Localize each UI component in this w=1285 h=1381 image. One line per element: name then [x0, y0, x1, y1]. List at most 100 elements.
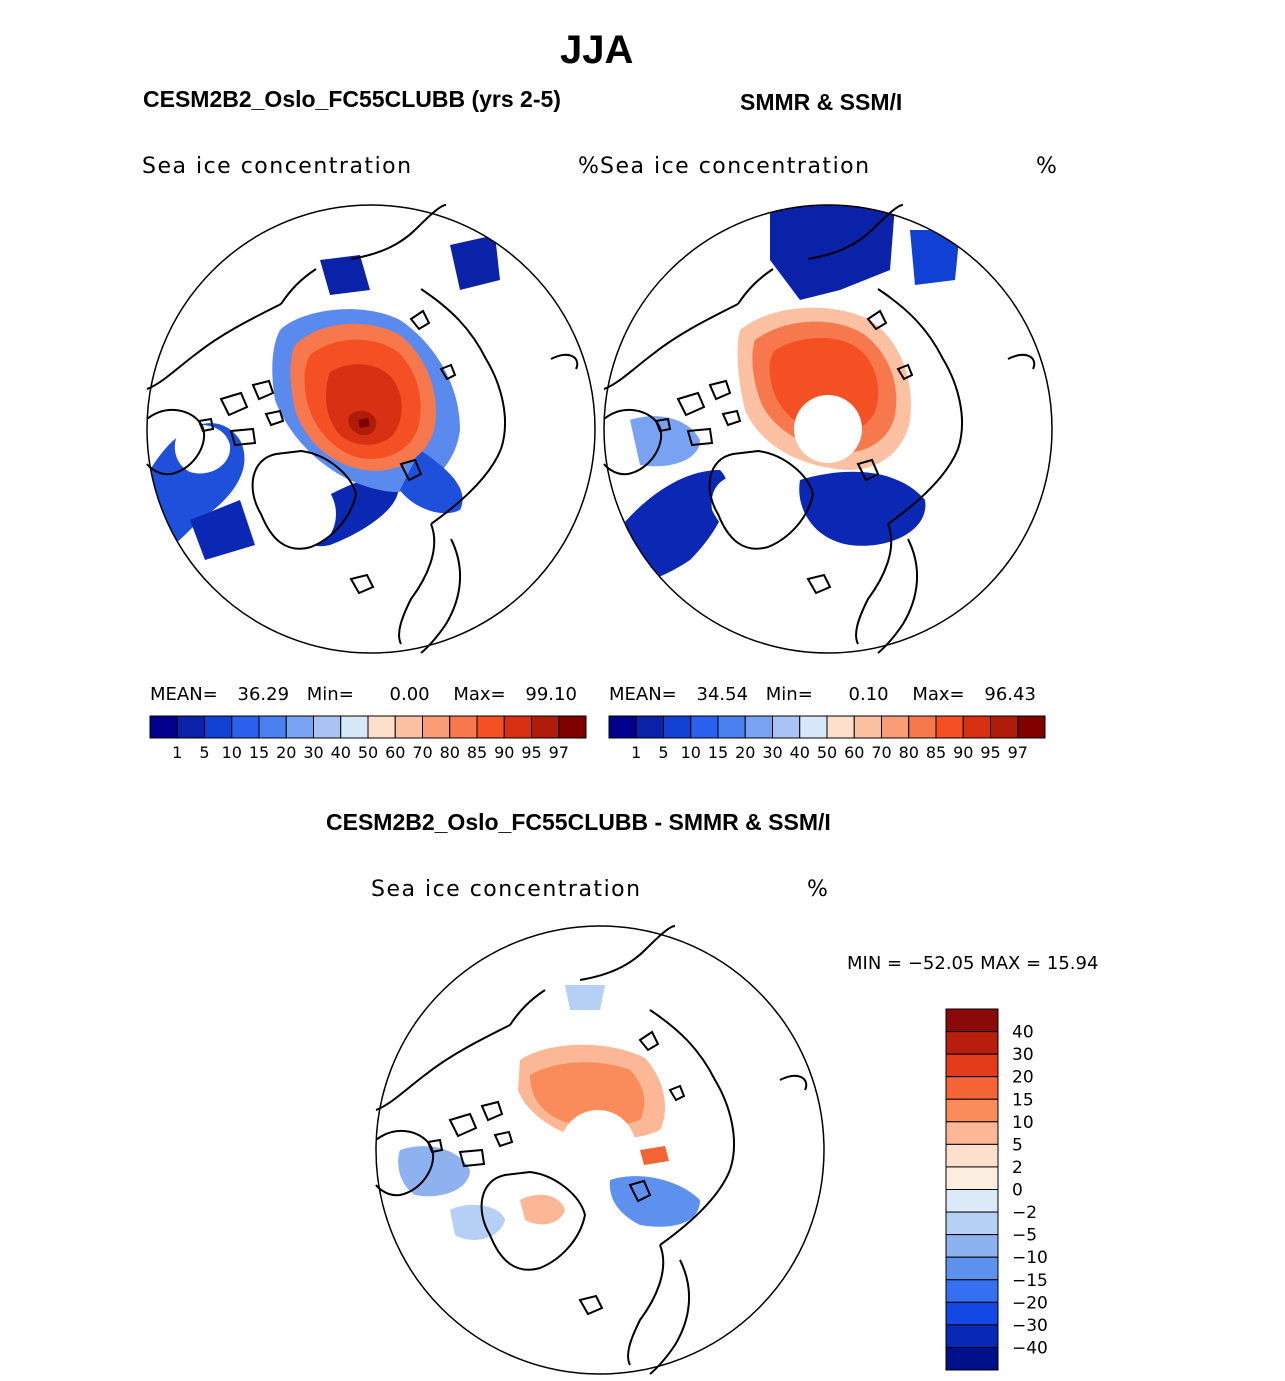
difference-colorbar-swatch: [945, 1256, 999, 1281]
panel-2-colorbar-tick-label: 90: [953, 743, 973, 762]
difference-colorbar-swatch: [945, 1324, 999, 1348]
difference-colorbar-swatch: [945, 1346, 999, 1371]
panel-2-colorbar-swatch: [744, 715, 773, 739]
panel-1-colorbar-swatch: [449, 715, 478, 739]
panel-1-colorbar: 1 5 10 15 20 30 40 50 60 70 80 85 90 95 97: [149, 715, 587, 762]
panel-1-colorbar-swatch: [558, 715, 587, 739]
difference-colorbar-label: 40: [1012, 1023, 1034, 1043]
difference-colorbar-label: 15: [1012, 1090, 1034, 1110]
panel-1-colorbar-tick-label: 1: [172, 743, 182, 762]
difference-map: [375, 925, 825, 1375]
panel-2-colorbar-swatch: [881, 715, 910, 739]
panel-2-colorbar-tick-label: 10: [681, 743, 701, 762]
difference-colorbar-swatch: [945, 1121, 999, 1145]
panel-2-colorbar-swatch: [717, 715, 746, 739]
panel-1-mean-value: 36.29: [237, 684, 290, 705]
panel-2-colorbar-swatch: [799, 715, 828, 739]
panel-2-title: SMMR & SSM/I: [740, 89, 903, 115]
panel-1-mean-label: MEAN=: [150, 684, 218, 705]
panel-1-colorbar-tick-label: 50: [358, 743, 378, 762]
panel-1-colorbar-swatch: [531, 715, 560, 739]
panel-2-stats: MEAN= 34.54 Min= 0.10 Max= 96.43: [609, 684, 1036, 705]
panel-1-colorbar-tick-label: 30: [303, 743, 323, 762]
panel-2-colorbar-swatch: [908, 715, 937, 739]
panel-1-colorbar-swatch: [476, 715, 505, 739]
panel-2-units: %: [1036, 154, 1057, 179]
difference-colorbar-swatch: [945, 1279, 999, 1303]
panel-2-colorbar-swatch: [853, 715, 882, 739]
difference-colorbar-swatch: [945, 1211, 999, 1236]
difference-colorbar-label: 0: [1012, 1181, 1023, 1201]
panel-1-colorbar-tick-label: 80: [440, 743, 460, 762]
difference-colorbar-swatch: [945, 1189, 999, 1213]
panel-1-min-label: Min=: [306, 684, 354, 705]
difference-colorbar-label: −15: [1012, 1271, 1048, 1291]
difference-colorbar-label: −30: [1012, 1316, 1048, 1336]
panel-1-colorbar-swatch: [313, 715, 342, 739]
panel-2-colorbar-tick-label: 1: [631, 743, 641, 762]
panel-1-colorbar-swatch: [204, 715, 233, 739]
panel-1-colorbar-swatch: [340, 715, 369, 739]
panel-2-colorbar-swatch: [990, 715, 1019, 739]
panel-1-colorbar-swatch: [149, 715, 178, 739]
panel-2-colorbar-tick-label: 30: [762, 743, 782, 762]
panel-2-colorbar-tick-label: 5: [658, 743, 668, 762]
panel-2-max-value: 96.43: [984, 684, 1036, 705]
panel-1-colorbar-swatch: [258, 715, 287, 739]
panel-1-max-value: 99.10: [525, 684, 577, 705]
difference-colorbar-swatch: [945, 1008, 999, 1033]
panel-2-map: [603, 204, 1053, 654]
panel-2-colorbar-tick-label: 80: [899, 743, 919, 762]
panel-2-colorbar-tick-label: 15: [708, 743, 728, 762]
panel-1-colorbar-tick-label: 60: [385, 743, 405, 762]
panel-1-colorbar-tick-label: 85: [467, 743, 487, 762]
panel-1-colorbar-tick-label: 20: [276, 743, 296, 762]
panel-1-colorbar-tick-label: 97: [549, 743, 569, 762]
panel-1-colorbar-tick-label: 40: [331, 743, 351, 762]
difference-colorbar-label: 10: [1012, 1113, 1034, 1133]
panel-2-mean-label: MEAN=: [609, 684, 677, 705]
panel-2-mean-value: 34.54: [696, 684, 749, 705]
panel-1-colorbar-tick-label: 95: [521, 743, 541, 762]
panel-2-colorbar-tick-label: 95: [980, 743, 1000, 762]
panel-1-units: %: [578, 154, 599, 179]
panel-1-colorbar-tick-label: 90: [494, 743, 514, 762]
difference-minmax: MIN = −52.05 MAX = 15.94: [847, 953, 1099, 974]
panel-1-map: [146, 204, 596, 654]
difference-colorbar-label: −10: [1012, 1248, 1048, 1268]
difference-units: %: [807, 877, 828, 902]
panel-2-colorbar-tick-label: 50: [817, 743, 837, 762]
panel-2-min-value: 0.10: [848, 684, 889, 705]
difference-colorbar-swatch: [945, 1098, 999, 1123]
difference-colorbar-swatch: [945, 1053, 999, 1078]
panel-1-field-label: Sea ice concentration: [142, 154, 413, 179]
panel-2-colorbar-tick-label: 20: [735, 743, 755, 762]
panel-1-colorbar-swatch: [285, 715, 314, 739]
panel-1-stats: MEAN= 36.29 Min= 0.00 Max= 99.10: [150, 684, 577, 705]
panel-2-colorbar-swatch: [962, 715, 991, 739]
panel-1-colorbar-swatch: [231, 715, 260, 739]
figure-title: JJA: [560, 28, 634, 72]
panel-2-colorbar: 1 5 10 15 20 30 40 50 60 70 80 85 90 95 97: [608, 715, 1046, 762]
panel-1-min-value: 0.00: [389, 684, 430, 705]
difference-colorbar-swatch: [945, 1166, 999, 1190]
difference-colorbar-swatch: [945, 1076, 999, 1100]
panel-1-colorbar-tick-label: 10: [222, 743, 242, 762]
panel-1-max-label: Max=: [453, 684, 506, 705]
panel-2-colorbar-swatch: [608, 715, 637, 739]
panel-2-colorbar-tick-label: 40: [790, 743, 810, 762]
panel-1-colorbar-tick-label: 15: [249, 743, 269, 762]
difference-colorbar-label: 20: [1012, 1068, 1034, 1088]
panel-1-colorbar-swatch: [394, 715, 423, 739]
difference-colorbar-label: −5: [1012, 1226, 1037, 1246]
difference-field-label: Sea ice concentration: [371, 877, 642, 902]
panel-2-colorbar-tick-label: 85: [926, 743, 946, 762]
panel-2-colorbar-swatch: [663, 715, 692, 739]
difference-title: CESM2B2_Oslo_FC55CLUBB - SMMR & SSM/I: [326, 809, 831, 835]
panel-2-colorbar-swatch: [635, 715, 664, 739]
difference-colorbar-label: −40: [1012, 1338, 1048, 1358]
difference-colorbar-label: −20: [1012, 1293, 1048, 1313]
difference-colorbar-swatch: [945, 1031, 999, 1055]
